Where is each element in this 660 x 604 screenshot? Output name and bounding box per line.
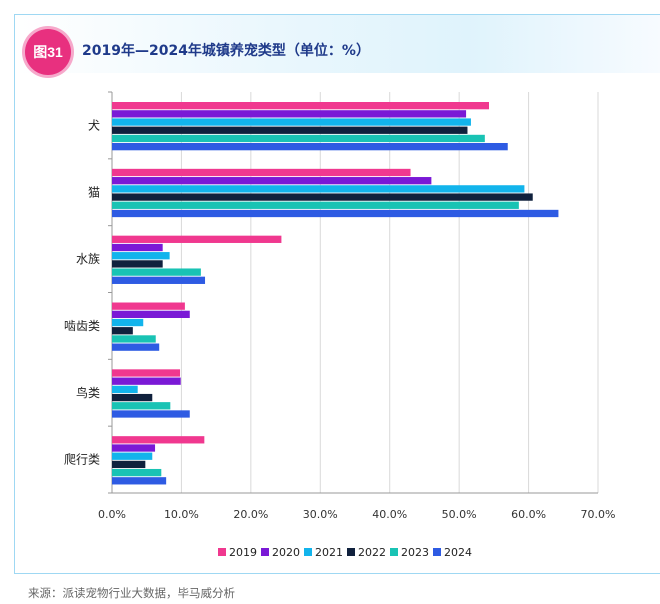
category-label: 水族 [76, 252, 100, 266]
category-label: 猫 [88, 185, 100, 199]
x-tick-label: 50.0% [442, 508, 477, 521]
chart-title: 2019年—2024年城镇养宠类型（单位：%） [82, 43, 370, 59]
bar [112, 468, 162, 477]
bar [112, 452, 153, 460]
legend-label: 2024 [444, 546, 472, 559]
bar [112, 102, 489, 110]
bar [112, 377, 181, 385]
bar [112, 302, 185, 310]
bar [112, 268, 201, 276]
bar [112, 177, 432, 185]
bar [112, 385, 138, 394]
legend-label: 2019 [229, 546, 257, 559]
category-label: 啮齿类 [64, 319, 100, 333]
legend-label: 2022 [358, 546, 386, 559]
bar [112, 201, 519, 209]
header-band [15, 15, 660, 73]
bar [112, 460, 146, 469]
bar [112, 168, 411, 177]
bar [112, 343, 160, 351]
source-note: 来源：派读宠物行业大数据，毕马威分析 [28, 586, 235, 600]
bar [112, 209, 559, 218]
category-label: 鸟类 [76, 385, 100, 400]
bar [112, 110, 467, 118]
legend-swatch [347, 548, 355, 556]
bar [112, 402, 171, 410]
bar [112, 193, 533, 201]
x-tick-label: 30.0% [303, 508, 338, 521]
legend-label: 2020 [272, 546, 300, 559]
bar [112, 335, 156, 343]
bar [112, 134, 485, 143]
bar [112, 260, 163, 268]
bar [112, 444, 156, 452]
legend-swatch [261, 548, 269, 556]
bar [112, 410, 190, 418]
category-label: 犬 [88, 118, 100, 132]
x-tick-label: 10.0% [164, 508, 199, 521]
bar [112, 436, 205, 444]
bar [112, 243, 163, 252]
legend-swatch [433, 548, 441, 556]
x-tick-label: 40.0% [372, 508, 407, 521]
bar [112, 393, 153, 402]
bar [112, 276, 206, 284]
category-label: 爬行类 [64, 453, 100, 467]
legend-swatch [218, 548, 226, 556]
x-tick-label: 60.0% [511, 508, 546, 521]
bar [112, 318, 144, 327]
legend-label: 2023 [401, 546, 429, 559]
x-tick-label: 20.0% [233, 508, 268, 521]
bar [112, 477, 167, 485]
bar [112, 143, 508, 151]
figure-badge: 图31 [25, 29, 71, 75]
x-tick-label: 70.0% [581, 508, 616, 521]
legend-swatch [390, 548, 398, 556]
bar [112, 118, 471, 126]
bar [112, 310, 190, 318]
bar [112, 252, 170, 260]
legend-swatch [304, 548, 312, 556]
x-tick-label: 0.0% [98, 508, 126, 521]
legend-label: 2021 [315, 546, 343, 559]
bar [112, 369, 181, 377]
bar [112, 126, 468, 134]
bar [112, 327, 133, 335]
bar [112, 235, 282, 243]
bar [112, 185, 525, 193]
